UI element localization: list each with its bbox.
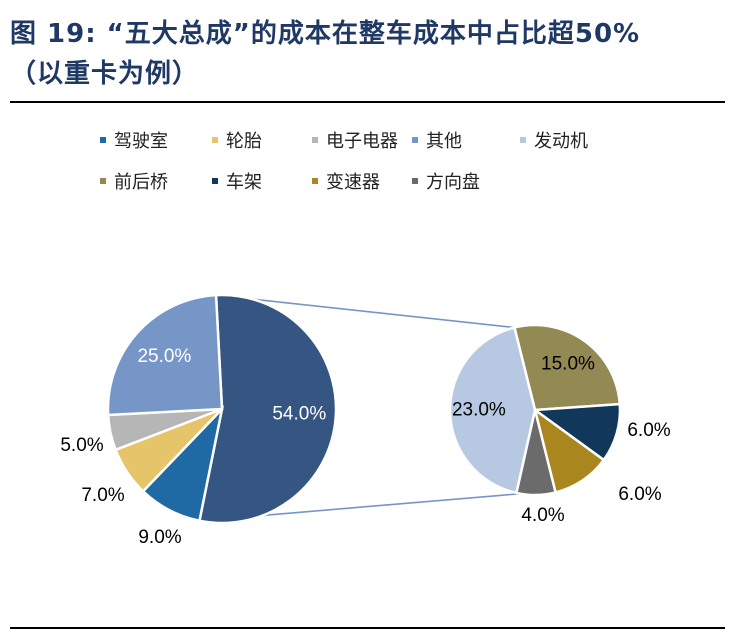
bottom-rule: [10, 627, 725, 629]
sub-pie-label-2: 6.0%: [618, 484, 661, 505]
sub-pie-label-4: 23.0%: [452, 400, 506, 421]
main-pie-label-3: 5.0%: [60, 435, 103, 456]
main-pie-label-4: 25.0%: [137, 346, 191, 367]
sub-pie-label-1: 6.0%: [627, 420, 670, 441]
main-pie-label-0: 54.0%: [272, 404, 326, 425]
sub-pie-label-3: 4.0%: [521, 505, 564, 526]
main-pie-label-1: 9.0%: [138, 527, 181, 548]
sub-pie-label-0: 15.0%: [541, 354, 595, 375]
main-pie-label-2: 7.0%: [81, 485, 124, 506]
